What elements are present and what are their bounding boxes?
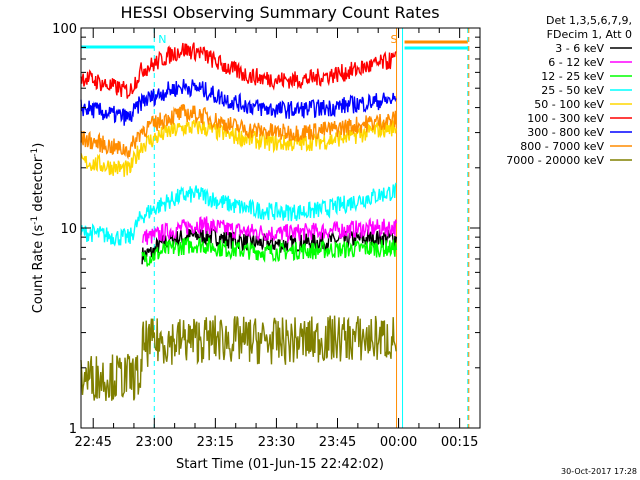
legend-label: 300 - 800 keV [527,126,604,139]
y-axis-label-sup1: -1 [30,216,40,225]
legend-label: 6 - 12 keV [548,56,604,69]
y-axis-label-close: ) [31,143,46,148]
x-tick-label: 22:45 [74,435,111,450]
series-line-6 [80,78,397,126]
y-axis-label: Count Rate (s-1 detector-1) [30,143,46,314]
y-axis-label-sup2: -1 [30,148,40,157]
chart-title: HESSI Observing Summary Count Rates [120,3,439,22]
y-tick-label: 100 [52,22,77,37]
legend-label: 3 - 6 keV [555,42,604,55]
legend-label: 100 - 300 keV [527,112,604,125]
y-axis-label-main: Count Rate (s [31,225,46,314]
series-line-1 [141,216,398,245]
footer-date: 30-Oct-2017 17:28 [561,467,637,476]
legend-label: 800 - 7000 keV [520,140,604,153]
series-line-4 [80,119,397,177]
y-tick-label: 1 [69,422,77,437]
x-tick-label: 23:30 [258,435,295,450]
x-axis-label: Start Time (01-Jun-15 22:42:02) [176,457,384,472]
annotation-s: S [391,33,398,46]
series-line-8 [80,315,397,401]
legend-header-2: FDecim 1, Att 0 [547,28,632,41]
y-ticks: 1 10 100 [52,22,480,437]
y-tick-label: 10 [60,222,77,237]
annotation-n: N [158,33,166,46]
legend-label: 50 - 100 keV [534,98,604,111]
x-ticks: 22:45 23:00 23:15 23:30 23:45 00:00 00:15 [74,28,481,450]
series-line-5 [80,42,397,99]
x-tick-label: 23:00 [136,435,173,450]
series-group [80,42,398,401]
x-tick-label: 00:15 [441,435,478,450]
y-axis-label-tail: detector [31,156,46,216]
series-line-7 [80,103,397,160]
state-markers [81,28,470,428]
legend-label: 7000 - 20000 keV [506,154,604,167]
x-tick-label: 23:45 [319,435,356,450]
legend-header-1: Det 1,3,5,6,7,9, [546,14,632,27]
x-tick-label: 23:15 [197,435,234,450]
x-tick-label: 00:00 [380,435,417,450]
series-line-3 [80,182,397,247]
legend-label: 12 - 25 keV [541,70,604,83]
series-line-2 [141,237,398,267]
legend-label: 25 - 50 keV [541,84,604,97]
